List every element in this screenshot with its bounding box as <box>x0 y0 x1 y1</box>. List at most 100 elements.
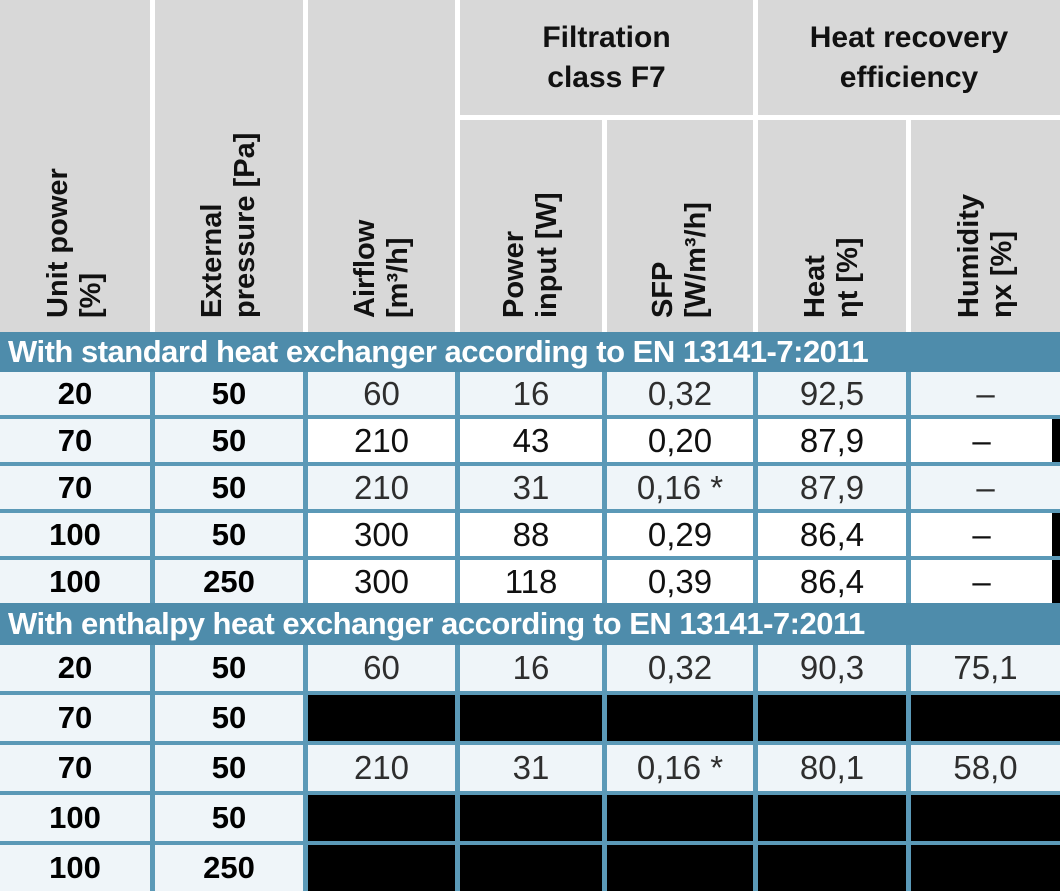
data-cell: 70 <box>0 466 150 509</box>
data-cell: 50 <box>155 513 303 556</box>
data-cell: 0,29 <box>607 513 753 556</box>
data-cell <box>758 695 906 741</box>
data-cell: 210 <box>308 419 455 462</box>
data-cell: 100 <box>0 795 150 841</box>
data-cell <box>758 795 906 841</box>
data-cell: 20 <box>0 645 150 691</box>
data-cell: 88 <box>460 513 602 556</box>
column-label-line1: External <box>196 203 228 318</box>
column-group-label: Filtration class F7 <box>542 18 670 98</box>
column-label-line2: [m³/h] <box>381 237 414 318</box>
data-cell: 250 <box>155 560 303 603</box>
data-cell: 86,4 <box>758 560 906 603</box>
data-cell <box>607 795 753 841</box>
column-header-external-pressure: External pressure [Pa] <box>155 0 303 332</box>
section-title-bar: With enthalpy heat exchanger according t… <box>0 603 1060 645</box>
data-cell <box>911 695 1060 741</box>
column-label: Heat ηt [%] <box>799 237 865 318</box>
data-cell <box>607 845 753 891</box>
column-label-line1: SFP <box>647 261 679 318</box>
data-cell: 75,1 <box>911 645 1060 691</box>
column-label: Humidity ηx [%] <box>953 194 1019 318</box>
column-label-line2: ηt [%] <box>832 237 864 318</box>
data-cell: – <box>911 419 1060 462</box>
data-cell: – <box>911 513 1060 556</box>
data-cell: 300 <box>308 513 455 556</box>
data-cell: 50 <box>155 745 303 791</box>
data-cell: 0,32 <box>607 372 753 415</box>
data-cell: 50 <box>155 372 303 415</box>
column-group-heat-recovery: Heat recovery efficiency <box>758 0 1060 115</box>
section-title: With enthalpy heat exchanger according t… <box>8 606 865 641</box>
data-cell: 0,16 * <box>607 466 753 509</box>
data-cell: 50 <box>155 419 303 462</box>
data-cell <box>460 845 602 891</box>
data-cell: 0,39 <box>607 560 753 603</box>
column-label-line2: ηx [%] <box>985 231 1018 318</box>
data-cell <box>758 845 906 891</box>
column-label-line2: [%] <box>75 272 107 318</box>
section-rows: 20 50 60 16 0,32 92,5–70 50 210 43 0,20 87,9–70 50 2… <box>0 372 1060 603</box>
data-cell: 20 <box>0 372 150 415</box>
column-label-line1: Airflow <box>348 219 381 318</box>
column-label-line2: [W/m³/h] <box>680 202 712 318</box>
data-cell <box>308 845 455 891</box>
group-label-line1: Heat recovery <box>809 20 1009 54</box>
data-cell: 31 <box>460 466 602 509</box>
data-cell <box>308 795 455 841</box>
data-cell <box>460 695 602 741</box>
column-label-line1: Heat <box>799 255 831 318</box>
column-label: Power input [W] <box>498 192 564 318</box>
section-title-bar: With standard heat exchanger according t… <box>0 332 1060 372</box>
column-label-line2: pressure [Pa] <box>229 132 261 318</box>
data-cell: 60 <box>308 645 455 691</box>
data-cell: 50 <box>155 466 303 509</box>
column-label-line1: Unit power <box>42 168 74 318</box>
data-cell: 90,3 <box>758 645 906 691</box>
data-cell: – <box>911 466 1060 509</box>
column-header-sfp: SFP [W/m³/h] <box>607 120 753 332</box>
data-cell <box>911 795 1060 841</box>
column-label-line2: input [W] <box>531 192 563 318</box>
group-label-line2: class F7 <box>547 60 666 94</box>
column-label: SFP [W/m³/h] <box>647 202 713 318</box>
column-label: External pressure [Pa] <box>196 133 262 318</box>
data-cell: 43 <box>460 419 602 462</box>
column-header-heat-efficiency: Heat ηt [%] <box>758 120 906 332</box>
group-label-line1: Filtration <box>542 20 671 54</box>
data-cell: 50 <box>155 795 303 841</box>
data-cell: 100 <box>0 513 150 556</box>
group-label-line2: efficiency <box>839 60 979 94</box>
data-cell: 50 <box>155 695 303 741</box>
section-rows: 20 50 60 16 0,32 90,3 75,1 70 50 70 50 210 31 0,16 * 8… <box>0 645 1060 891</box>
column-header-power-input: Power input [W] <box>460 120 602 332</box>
data-cell: – <box>911 560 1060 603</box>
column-header-unit-power: Unit power [%] <box>0 0 150 332</box>
column-label-line1: Power <box>498 230 530 318</box>
column-group-filtration-class: Filtration class F7 <box>460 0 753 115</box>
data-cell <box>308 695 455 741</box>
data-cell <box>460 795 602 841</box>
data-cell: 92,5 <box>758 372 906 415</box>
data-cell: 50 <box>155 645 303 691</box>
data-cell: 86,4 <box>758 513 906 556</box>
data-cell: 250 <box>155 845 303 891</box>
data-cell: 70 <box>0 695 150 741</box>
column-label: Airflow [m³/h] <box>349 220 415 318</box>
data-cell: 0,32 <box>607 645 753 691</box>
table-header: Unit power [%] External pressure [Pa] Airf… <box>0 0 1060 332</box>
column-label-line1: Humidity <box>952 193 985 318</box>
data-cell: 31 <box>460 745 602 791</box>
column-header-airflow: Airflow [m³/h] <box>308 0 455 332</box>
data-cell: 0,20 <box>607 419 753 462</box>
data-cell: 100 <box>0 560 150 603</box>
data-cell: 118 <box>460 560 602 603</box>
column-group-label: Heat recovery efficiency <box>810 18 1008 98</box>
data-cell: 58,0 <box>911 745 1060 791</box>
data-cell: 210 <box>308 745 455 791</box>
data-cell: 60 <box>308 372 455 415</box>
data-cell <box>607 695 753 741</box>
column-header-humidity-efficiency: Humidity ηx [%] <box>911 120 1060 332</box>
data-cell: 210 <box>308 466 455 509</box>
